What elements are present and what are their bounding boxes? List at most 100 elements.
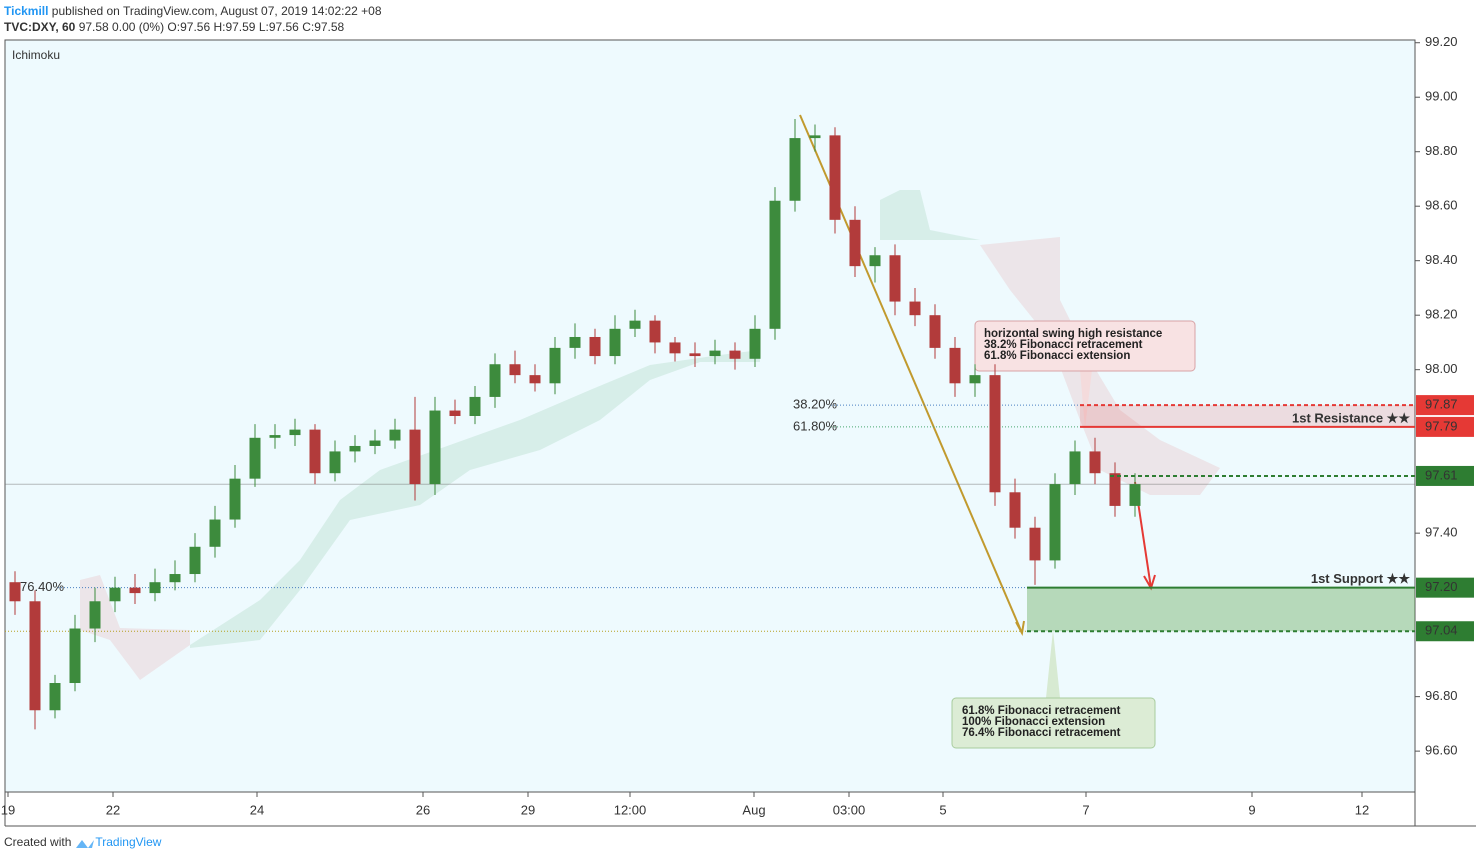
resistance-callout — [974, 320, 1196, 372]
y-tick-label: 99.20 — [1425, 34, 1458, 49]
candle-body — [289, 429, 301, 436]
candle-body — [349, 445, 361, 452]
candle-body — [589, 336, 601, 357]
symbol: TVC:DXY, 60 — [4, 20, 76, 34]
candle-body — [689, 353, 701, 357]
note-line: 61.8% Fibonacci retracement — [962, 705, 1121, 717]
candle-body — [249, 437, 261, 479]
level-label: 97.61 — [1425, 467, 1458, 482]
footer: Created with TradingView — [4, 835, 162, 849]
x-tick-label: Aug — [742, 802, 765, 817]
x-tick-label: 03:00 — [833, 802, 866, 817]
candle-body — [909, 301, 921, 316]
fib-label: 61.80% — [793, 418, 838, 433]
y-tick-label: 97.40 — [1425, 525, 1458, 540]
candle-body — [89, 601, 101, 629]
level-tag — [1416, 577, 1474, 598]
candle-body — [1129, 484, 1141, 506]
candle-body — [849, 219, 861, 267]
level-label: 97.04 — [1425, 623, 1458, 638]
cloud — [80, 575, 190, 680]
cloud — [190, 350, 760, 648]
note-line: 76.4% Fibonacci retracement — [962, 727, 1121, 739]
x-tick-label: 7 — [1082, 802, 1089, 817]
candle-body — [969, 375, 981, 384]
author: Tickmill — [4, 4, 48, 18]
x-tick-label: 29 — [521, 802, 535, 817]
support-zone — [1027, 587, 1415, 632]
note-line: 100% Fibonacci extension — [962, 716, 1105, 728]
candle-body — [609, 328, 621, 357]
indicator-label: Ichimoku — [12, 48, 60, 62]
candle-body — [129, 587, 141, 594]
candle-body — [69, 628, 81, 684]
candle-body — [149, 582, 161, 594]
candle-body — [9, 582, 21, 602]
logo — [76, 840, 94, 848]
candle-body — [749, 328, 761, 359]
candle-body — [949, 347, 961, 384]
candle-body — [389, 429, 401, 441]
x-tick-label: 24 — [250, 802, 264, 817]
x-tick-label: 22 — [106, 802, 120, 817]
candle-body — [509, 364, 521, 376]
candle-body — [1069, 451, 1081, 485]
callout-pointer — [1080, 370, 1092, 428]
published: published on TradingView.com, August 07,… — [48, 4, 381, 18]
y-tick-label: 98.60 — [1425, 198, 1458, 213]
candle-body — [929, 315, 941, 348]
candle-body — [729, 350, 741, 359]
candle-body — [789, 138, 801, 201]
created: Created with — [4, 835, 71, 849]
candle-body — [529, 375, 541, 384]
candle-body — [209, 519, 221, 547]
fib-label: 38.20% — [793, 397, 838, 412]
note-line: horizontal swing high resistance — [984, 328, 1162, 340]
candle-body — [549, 347, 561, 384]
plot-area — [4, 39, 1416, 793]
y-tick-label: 99.00 — [1425, 89, 1458, 104]
brand: TradingView — [95, 835, 161, 849]
candle-body — [429, 410, 441, 485]
candle-body — [269, 435, 281, 438]
x-tick-label: 9 — [1248, 802, 1255, 817]
support-label: 1st Support ★★ — [1311, 571, 1410, 586]
fib-label: 76.40% — [20, 579, 65, 594]
arrow-head — [1015, 620, 1025, 637]
y-tick-label: 98.00 — [1425, 361, 1458, 376]
candle-body — [709, 350, 721, 357]
candle-body — [489, 364, 501, 397]
cloud — [980, 237, 1220, 495]
candle-body — [829, 135, 841, 220]
candle-body — [629, 320, 641, 329]
x-tick-label: 12 — [1355, 802, 1369, 817]
x-tick-label: 19 — [1, 802, 15, 817]
candle-body — [1109, 473, 1121, 506]
candle-body — [329, 451, 341, 474]
header-line: Tickmill published on TradingView.com, A… — [4, 4, 382, 18]
candle-body — [189, 546, 201, 575]
candle-body — [109, 587, 121, 602]
header-line: TVC:DXY, 60 97.58 0.00 (0%) O:97.56 H:97… — [4, 20, 345, 34]
note-line: 61.8% Fibonacci extension — [984, 350, 1130, 362]
level-tag — [1416, 621, 1474, 642]
candle-body — [649, 320, 661, 343]
callout-pointer — [1046, 630, 1060, 698]
y-tick-label: 98.40 — [1425, 252, 1458, 267]
level-label: 97.87 — [1425, 397, 1458, 412]
candle-body — [1029, 527, 1041, 561]
y-tick-label: 98.80 — [1425, 143, 1458, 158]
candle-body — [569, 336, 581, 348]
candle-body — [309, 429, 321, 474]
candle-body — [769, 200, 781, 329]
y-tick-label: 98.20 — [1425, 307, 1458, 322]
candle-body — [229, 478, 241, 520]
y-tick-label: 96.60 — [1425, 743, 1458, 758]
candle-body — [369, 440, 381, 446]
x-tick-label: 26 — [416, 802, 430, 817]
level-label: 97.20 — [1425, 579, 1458, 594]
candle-body — [449, 410, 461, 416]
resistance-label: 1st Resistance ★★ — [1292, 410, 1410, 425]
x-tick-label: 5 — [939, 802, 946, 817]
